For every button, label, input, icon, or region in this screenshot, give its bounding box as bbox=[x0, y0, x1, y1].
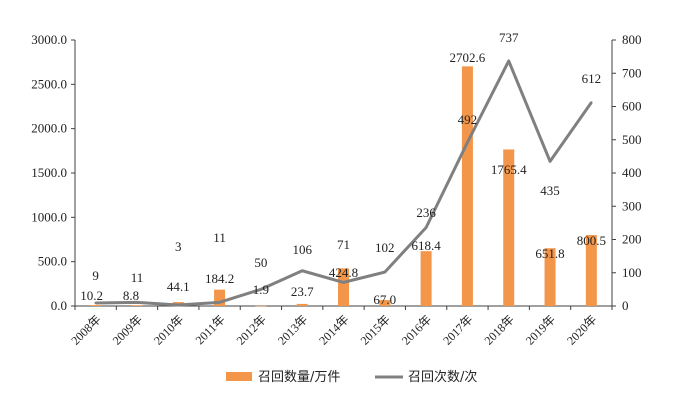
bar-value-label: 1765.4 bbox=[491, 162, 527, 177]
right-tick-label: 300 bbox=[622, 198, 642, 213]
left-tick-label: 0.0 bbox=[51, 298, 67, 313]
line-point bbox=[342, 281, 345, 284]
x-tick-label: 2008年 bbox=[68, 312, 103, 347]
x-tick-label: 2019年 bbox=[523, 312, 558, 347]
line-point bbox=[383, 270, 387, 274]
legend-swatch-recall-quantity bbox=[226, 372, 252, 381]
x-tick-label: 2020年 bbox=[564, 312, 599, 347]
bar-value-label: 23.7 bbox=[291, 284, 314, 299]
legend-label-recall-count: 召回次数/次 bbox=[408, 369, 477, 385]
x-tick-label: 2015年 bbox=[358, 312, 393, 347]
bar bbox=[379, 300, 391, 306]
line-value-label: 612 bbox=[582, 71, 602, 86]
line-value-label: 9 bbox=[92, 268, 99, 283]
line-point bbox=[218, 301, 221, 304]
line-value-label: 3 bbox=[175, 239, 182, 254]
right-tick-label: 500 bbox=[622, 132, 642, 147]
line-value-label: 106 bbox=[292, 242, 312, 257]
right-tick-label: 100 bbox=[622, 265, 642, 280]
line-value-label: 11 bbox=[131, 270, 144, 285]
x-tick-label: 2012年 bbox=[234, 312, 269, 347]
bar-value-label: 10.2 bbox=[80, 288, 103, 303]
bar-value-label: 800.5 bbox=[577, 233, 606, 248]
x-tick-label: 2013年 bbox=[275, 312, 310, 347]
line-value-label: 102 bbox=[375, 240, 395, 255]
line-value-label: 737 bbox=[499, 30, 519, 45]
left-tick-label: 2000.0 bbox=[31, 121, 67, 136]
x-tick-label: 2011年 bbox=[193, 312, 228, 347]
right-tick-label: 0 bbox=[622, 298, 629, 313]
bar bbox=[338, 268, 349, 306]
data-labels: 10.2 8.8 44.1 184.2 1.9 23.7 424.8 67.0 618.4 270… bbox=[80, 30, 606, 307]
line-series-recall-count bbox=[94, 59, 593, 307]
left-tick-label: 500.0 bbox=[38, 254, 67, 269]
line-point bbox=[548, 160, 552, 163]
line-value-label: 11 bbox=[213, 230, 226, 245]
legend-label-recall-quantity: 召回数量/万件 bbox=[258, 370, 340, 385]
line-value-label: 492 bbox=[458, 112, 478, 127]
line-value-label: 50 bbox=[254, 255, 267, 270]
right-tick-label: 200 bbox=[622, 232, 642, 247]
line-point bbox=[177, 303, 180, 307]
left-y-axis: 0.0 500.0 1000.0 1500.0 2000.0 2500.0 3000.0 bbox=[31, 32, 76, 313]
bar bbox=[544, 248, 556, 306]
line-point bbox=[424, 226, 428, 229]
x-tick-label: 2009年 bbox=[110, 312, 145, 347]
line-point bbox=[259, 288, 263, 291]
bar bbox=[420, 251, 432, 306]
bar-value-label: 424.8 bbox=[329, 265, 358, 280]
x-tick-label: 2014年 bbox=[316, 312, 351, 347]
bar-value-label: 8.8 bbox=[123, 288, 139, 303]
bar bbox=[131, 305, 143, 306]
bar-value-label: 67.0 bbox=[373, 292, 396, 307]
line-value-label: 236 bbox=[416, 205, 436, 220]
bar bbox=[503, 149, 515, 306]
bar bbox=[255, 305, 267, 307]
bar-series-recall-quantity bbox=[90, 66, 597, 307]
right-y-axis: 0 100 200 300 400 500 600 700 800 bbox=[611, 32, 642, 313]
bar bbox=[214, 289, 226, 306]
right-tick-label: 700 bbox=[622, 65, 642, 80]
bar bbox=[90, 305, 102, 306]
legend: 召回数量/万件 召回次数/次 bbox=[226, 369, 477, 385]
left-tick-label: 3000.0 bbox=[31, 32, 67, 47]
bar-value-label: 618.4 bbox=[411, 238, 441, 253]
left-tick-label: 1000.0 bbox=[31, 209, 67, 224]
x-tick-label: 2017年 bbox=[440, 312, 475, 347]
right-tick-label: 400 bbox=[622, 165, 642, 180]
line-value-label: 71 bbox=[337, 237, 350, 252]
bar-value-label: 184.2 bbox=[205, 271, 234, 286]
x-axis: 2008年 2009年 2010年 2011年 2012年 2013年 2014年 2015年… bbox=[68, 305, 613, 348]
bar-value-label: 2702.6 bbox=[450, 50, 486, 65]
line-value-label: 435 bbox=[540, 183, 560, 198]
bar-value-label: 44.1 bbox=[167, 279, 190, 294]
bar-value-label: 651.8 bbox=[535, 246, 564, 261]
line-point bbox=[94, 301, 97, 305]
line-point bbox=[507, 59, 510, 63]
line-point bbox=[466, 141, 469, 144]
bar bbox=[461, 66, 473, 306]
left-tick-label: 2500.0 bbox=[31, 76, 67, 91]
bar bbox=[296, 303, 308, 306]
x-tick-label: 2010年 bbox=[151, 312, 186, 347]
left-tick-label: 1500.0 bbox=[31, 165, 67, 180]
bar bbox=[585, 235, 597, 306]
right-tick-label: 600 bbox=[622, 99, 642, 114]
bar-value-label: 1.9 bbox=[253, 282, 269, 297]
line-point bbox=[300, 269, 304, 272]
x-tick-label: 2018年 bbox=[481, 312, 516, 347]
x-tick-label: 2016年 bbox=[399, 312, 434, 347]
line-point bbox=[135, 301, 139, 304]
right-tick-label: 800 bbox=[622, 32, 642, 47]
line-point bbox=[590, 101, 593, 104]
